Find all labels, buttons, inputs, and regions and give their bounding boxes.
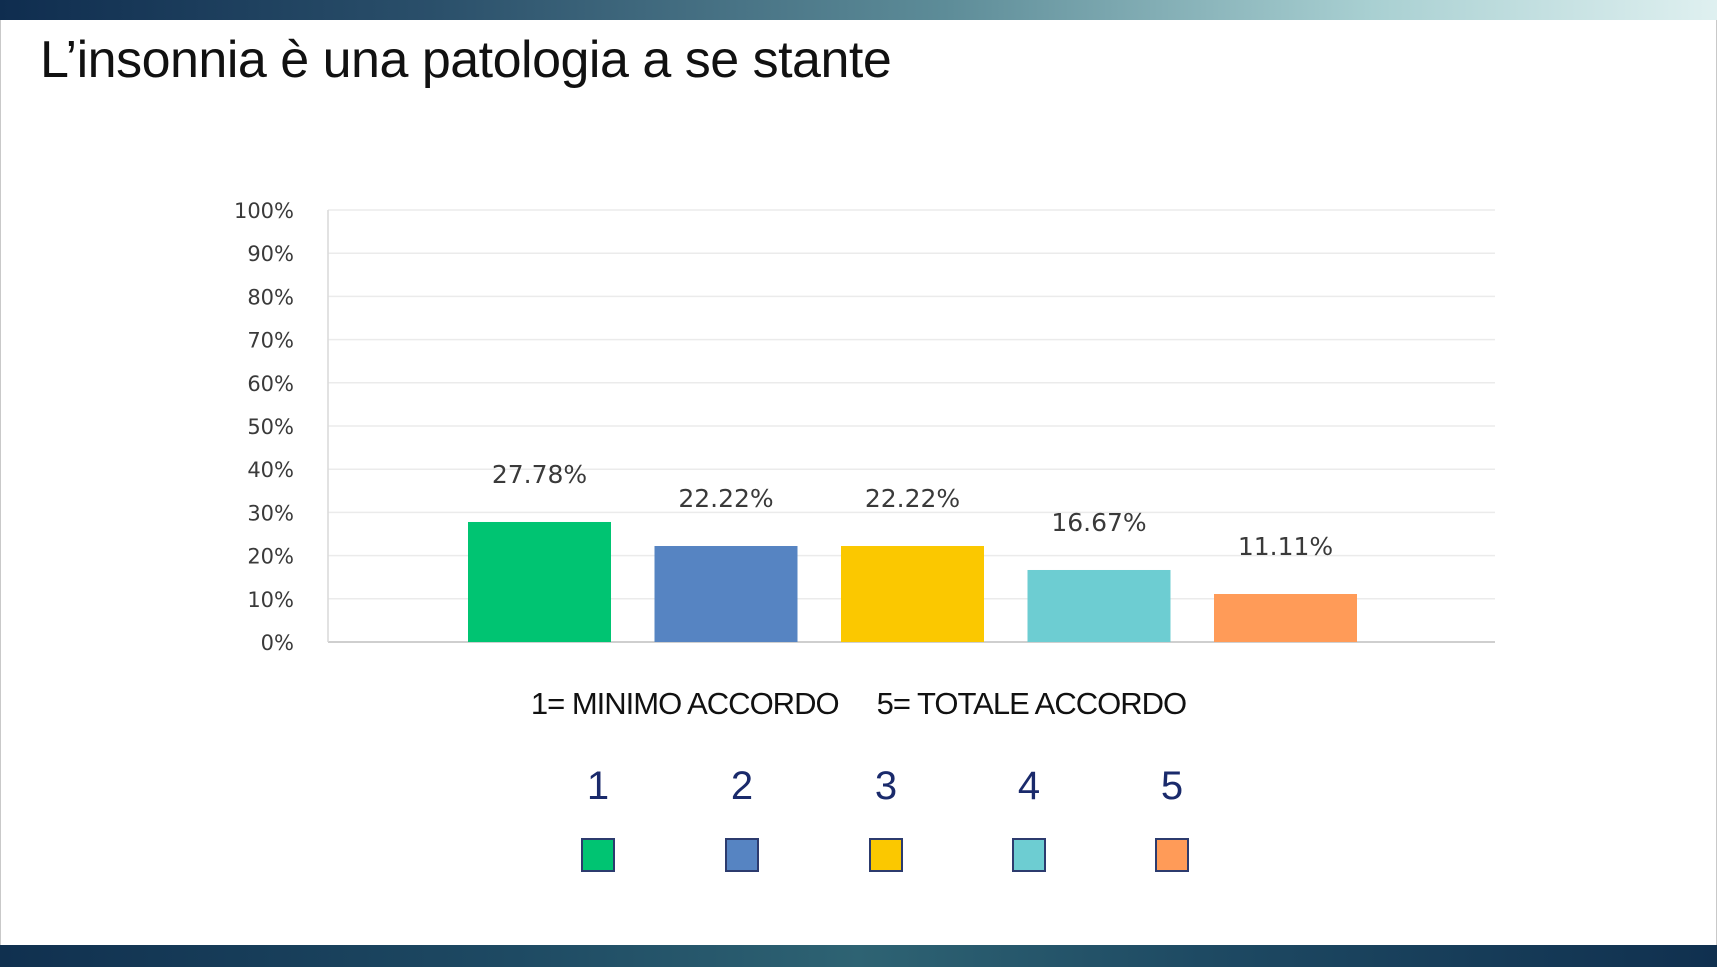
legend-number: 5 <box>1160 764 1184 808</box>
data-label: 22.22% <box>678 484 773 513</box>
y-tick-label: 30% <box>247 501 294 525</box>
data-label: 27.78% <box>492 460 587 489</box>
y-tick-label: 100% <box>234 199 294 223</box>
y-tick-label: 0% <box>261 631 294 655</box>
y-tick-label: 70% <box>247 329 294 353</box>
y-tick-label: 10% <box>247 588 294 612</box>
legend-swatch <box>725 838 759 872</box>
legend-number: 2 <box>730 764 754 808</box>
legend-item-2: 2 <box>712 762 772 872</box>
legend-swatch <box>581 838 615 872</box>
bar-3 <box>841 546 984 642</box>
legend-number: 3 <box>874 764 898 808</box>
legend-item-4: 4 <box>999 762 1059 872</box>
bar-1 <box>468 521 611 642</box>
top-decorative-bar <box>0 0 1717 20</box>
y-tick-label: 50% <box>247 415 294 439</box>
bar-2 <box>654 546 798 642</box>
data-label: 11.11% <box>1238 532 1333 561</box>
bar-4 <box>1027 569 1171 642</box>
bar-5 <box>1214 594 1357 642</box>
legend-swatch <box>1155 838 1189 872</box>
legend-item-1: 1 <box>568 762 628 872</box>
legend-swatch <box>1012 838 1046 872</box>
legend-item-3: 3 <box>856 762 916 872</box>
data-label: 16.67% <box>1051 508 1146 537</box>
y-tick-label: 90% <box>247 242 294 266</box>
legend-item-5: 5 <box>1142 762 1202 872</box>
bottom-decorative-bar <box>0 945 1717 967</box>
slide-title: L’insonnia è una patologia a se stante <box>40 31 892 89</box>
y-tick-label: 20% <box>247 545 294 569</box>
y-tick-label: 80% <box>247 285 294 309</box>
legend-number: 4 <box>1017 764 1041 808</box>
legend-number: 1 <box>586 764 610 808</box>
y-tick-label: 40% <box>247 458 294 482</box>
y-tick-label: 60% <box>247 372 294 396</box>
legend-swatch <box>869 838 903 872</box>
scale-note: 1= MINIMO ACCORDO 5= TOTALE ACCORDO <box>530 686 1187 721</box>
data-label: 22.22% <box>865 484 960 513</box>
slide-border-left <box>0 20 1 945</box>
